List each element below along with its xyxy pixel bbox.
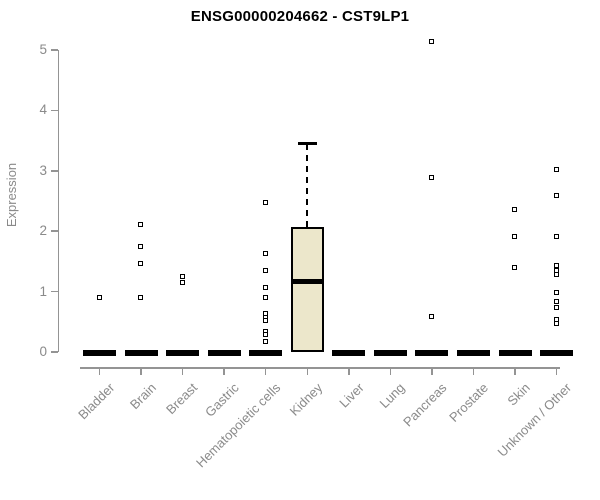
x-tick-label: Skin xyxy=(504,380,533,409)
x-tick-label: Kidney xyxy=(286,380,325,419)
x-axis-line xyxy=(80,367,560,369)
outlier-point xyxy=(262,251,268,257)
y-axis-line xyxy=(57,50,59,352)
collapsed-boxplot-bar xyxy=(498,350,532,356)
y-tick-label: 5 xyxy=(39,42,47,57)
outlier-point xyxy=(553,289,559,295)
outlier-point xyxy=(138,243,144,249)
x-axis-tick xyxy=(555,367,558,375)
outlier-point xyxy=(553,304,559,310)
outlier-point xyxy=(553,298,559,304)
outlier-point xyxy=(96,295,102,301)
x-tick-label: Breast xyxy=(163,380,201,418)
x-axis-tick xyxy=(223,367,225,375)
collapsed-boxplot-bar xyxy=(207,350,241,356)
outlier-point xyxy=(553,320,559,326)
upper-whisker xyxy=(306,143,309,227)
x-tick-label: Bladder xyxy=(74,380,118,423)
whisker-cap xyxy=(297,142,317,145)
y-tick-label: 0 xyxy=(39,344,47,359)
y-tick-label: 1 xyxy=(39,283,47,299)
outlier-point xyxy=(262,332,268,338)
median-line xyxy=(290,278,324,285)
boxplot-box xyxy=(290,226,324,352)
y-tick-label: 3 xyxy=(39,162,47,178)
y-axis-tick xyxy=(50,109,58,112)
x-tick-label: Lung xyxy=(376,380,408,412)
outlier-point xyxy=(553,167,559,173)
x-tick-label: Pancreas xyxy=(400,380,450,430)
x-axis-tick xyxy=(140,367,142,375)
outlier-point xyxy=(512,234,517,240)
y-axis-tick xyxy=(50,351,58,353)
x-axis-tick xyxy=(431,367,433,375)
x-tick-label: Gastric xyxy=(202,380,242,420)
outlier-point xyxy=(512,207,517,213)
outlier-point xyxy=(428,175,434,181)
outlier-point xyxy=(262,268,268,274)
outlier-point xyxy=(512,265,517,271)
outlier-point xyxy=(138,295,144,301)
collapsed-boxplot-bar xyxy=(332,350,366,356)
outlier-point xyxy=(262,199,268,205)
outlier-point xyxy=(553,193,559,199)
x-axis-tick xyxy=(472,367,475,375)
x-axis-tick xyxy=(389,367,392,375)
x-axis-tick xyxy=(306,367,308,375)
outlier-point xyxy=(179,274,185,280)
x-tick-label: Liver xyxy=(335,380,367,411)
chart-title: ENSG00000204662 - CST9LP1 xyxy=(190,8,410,25)
collapsed-boxplot-bar xyxy=(415,350,449,356)
collapsed-boxplot-bar xyxy=(83,350,116,356)
y-axis-tick xyxy=(50,230,58,232)
outlier-point xyxy=(179,280,185,286)
x-axis-tick xyxy=(264,367,267,375)
outlier-point xyxy=(428,313,434,319)
outlier-point xyxy=(138,222,144,228)
collapsed-boxplot-bar xyxy=(124,350,158,356)
x-axis-tick xyxy=(348,367,350,375)
x-tick-label: Prostate xyxy=(446,380,492,425)
y-axis-tick xyxy=(50,290,58,293)
x-axis-tick xyxy=(98,367,101,375)
y-axis-tick xyxy=(50,49,58,51)
outlier-point xyxy=(553,271,559,277)
y-axis-tick xyxy=(50,170,58,172)
x-axis-tick xyxy=(514,367,516,375)
x-tick-label: Brain xyxy=(126,380,159,413)
y-tick-label: 4 xyxy=(39,102,47,118)
outlier-point xyxy=(428,39,434,45)
collapsed-boxplot-bar xyxy=(540,350,574,356)
x-tick-label: Unknown / Other xyxy=(494,380,575,460)
outlier-point xyxy=(262,295,268,301)
outlier-point xyxy=(138,260,144,266)
y-tick-label: 2 xyxy=(39,223,47,239)
collapsed-boxplot-bar xyxy=(456,350,490,356)
outlier-point xyxy=(553,263,559,269)
collapsed-boxplot-bar xyxy=(166,350,200,356)
outlier-point xyxy=(262,284,268,290)
x-axis-tick xyxy=(181,367,184,375)
outlier-point xyxy=(262,318,268,324)
collapsed-boxplot-bar xyxy=(373,350,407,356)
collapsed-boxplot-bar xyxy=(249,350,283,356)
outlier-point xyxy=(553,234,559,240)
outlier-point xyxy=(262,338,268,344)
